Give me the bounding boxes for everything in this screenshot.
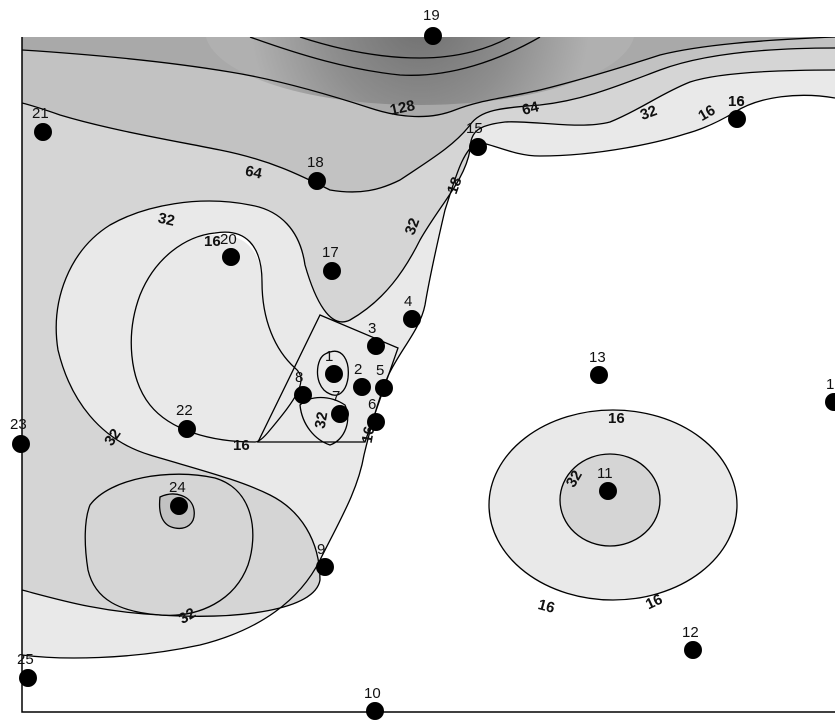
contour-line-11-32 bbox=[559, 453, 661, 547]
station-label: 17 bbox=[322, 244, 339, 261]
station-marker[interactable] bbox=[367, 413, 385, 431]
station-marker[interactable] bbox=[367, 337, 385, 355]
station-label: 13 bbox=[589, 349, 606, 366]
contour-label: 16 bbox=[608, 410, 625, 427]
station-label: 3 bbox=[368, 320, 376, 337]
station-marker[interactable] bbox=[294, 386, 312, 404]
station-marker[interactable] bbox=[375, 379, 393, 397]
zone-peak bbox=[206, 37, 634, 105]
station-marker[interactable] bbox=[316, 558, 334, 576]
station-label: 4 bbox=[404, 293, 412, 310]
station-labels: 1 2 3 4 5 6 7 8 9 10 11 12 13 1 15 16 17… bbox=[10, 7, 834, 702]
contour-label: 64 bbox=[520, 98, 541, 119]
zone-24-32 bbox=[85, 474, 253, 616]
station-label: 7 bbox=[332, 388, 340, 405]
contour-label: 32 bbox=[402, 216, 424, 237]
contour-label: 128 bbox=[388, 97, 416, 119]
station-marker[interactable] bbox=[323, 262, 341, 280]
station-marker[interactable] bbox=[178, 420, 196, 438]
contour-label: 16 bbox=[536, 596, 557, 617]
contour-line-32 bbox=[22, 69, 835, 617]
station-marker[interactable] bbox=[325, 365, 343, 383]
contour-line-1-inner bbox=[316, 350, 349, 396]
station-label: 9 bbox=[317, 541, 325, 558]
station-label: 12 bbox=[682, 624, 699, 641]
station-label: 6 bbox=[368, 396, 376, 413]
contour-line-24-inner bbox=[158, 493, 195, 530]
station-marker[interactable] bbox=[19, 669, 37, 687]
station-marker[interactable] bbox=[308, 172, 326, 190]
contour-fill-layer bbox=[22, 37, 835, 712]
contour-label: 32 bbox=[156, 210, 176, 230]
station-marker[interactable] bbox=[403, 310, 421, 328]
station-label: 23 bbox=[10, 416, 27, 433]
zone-32-64 bbox=[22, 37, 835, 617]
station-markers bbox=[12, 27, 835, 720]
contour-label: 16 bbox=[728, 93, 745, 110]
station-label: 10 bbox=[364, 685, 381, 702]
station-marker[interactable] bbox=[728, 110, 746, 128]
contour-label: 16 bbox=[204, 233, 221, 250]
contour-line-16-outer bbox=[22, 94, 835, 659]
contour-line-11-16 bbox=[488, 409, 738, 601]
station-label: 2 bbox=[354, 361, 362, 378]
station-label: 1 bbox=[826, 376, 834, 393]
contour-label: 18 bbox=[444, 175, 466, 196]
contour-labels: 128 64 32 16 16 64 18 32 32 16 32 16 32 … bbox=[101, 93, 745, 628]
contour-label: 32 bbox=[176, 605, 199, 628]
contour-label: 16 bbox=[233, 437, 250, 454]
contour-label: 16 bbox=[643, 591, 665, 613]
contour-label: 32 bbox=[312, 411, 332, 430]
station-marker[interactable] bbox=[170, 497, 188, 515]
station-label: 15 bbox=[466, 120, 483, 137]
station-marker[interactable] bbox=[684, 641, 702, 659]
zone-hole-20-inner bbox=[129, 234, 299, 442]
station-label: 5 bbox=[376, 362, 384, 379]
contour-line-7-32 bbox=[299, 396, 349, 446]
station-marker[interactable] bbox=[222, 248, 240, 266]
station-label: 21 bbox=[32, 105, 49, 122]
contour-lines bbox=[22, 37, 835, 659]
station-label: 1 bbox=[325, 348, 333, 365]
station-label: 19 bbox=[423, 7, 440, 24]
station-marker[interactable] bbox=[353, 378, 371, 396]
station-marker[interactable] bbox=[424, 27, 442, 45]
station-marker[interactable] bbox=[34, 123, 52, 141]
contour-line-peak-a bbox=[249, 37, 541, 76]
station-label: 18 bbox=[307, 154, 324, 171]
station-marker[interactable] bbox=[825, 393, 835, 411]
contour-label: 32 bbox=[638, 102, 659, 124]
contour-label: 32 bbox=[101, 426, 124, 449]
contour-line-64 bbox=[22, 47, 835, 193]
zone-11-32 bbox=[560, 454, 660, 546]
station-marker[interactable] bbox=[469, 138, 487, 156]
station-marker[interactable] bbox=[590, 366, 608, 384]
station-label: 25 bbox=[17, 651, 34, 668]
contour-label: 16 bbox=[695, 102, 718, 125]
station-marker[interactable] bbox=[331, 405, 349, 423]
station-label: 20 bbox=[220, 231, 237, 248]
station-label: 22 bbox=[176, 402, 193, 419]
station-label: 8 bbox=[295, 369, 303, 386]
station-label: 16 bbox=[728, 93, 745, 110]
contour-label: 64 bbox=[244, 162, 264, 182]
station-marker[interactable] bbox=[599, 482, 617, 500]
contour-line-peak-b bbox=[299, 37, 511, 59]
polygon-outline bbox=[256, 314, 399, 443]
station-marker[interactable] bbox=[12, 435, 30, 453]
station-marker[interactable] bbox=[366, 702, 384, 720]
contour-line-128 bbox=[22, 37, 835, 118]
contour-label: 32 bbox=[563, 467, 586, 490]
contour-line-24-32 bbox=[84, 473, 254, 616]
map-frame bbox=[21, 37, 835, 713]
station-label: 24 bbox=[169, 479, 186, 496]
station-label: 11 bbox=[597, 465, 613, 482]
